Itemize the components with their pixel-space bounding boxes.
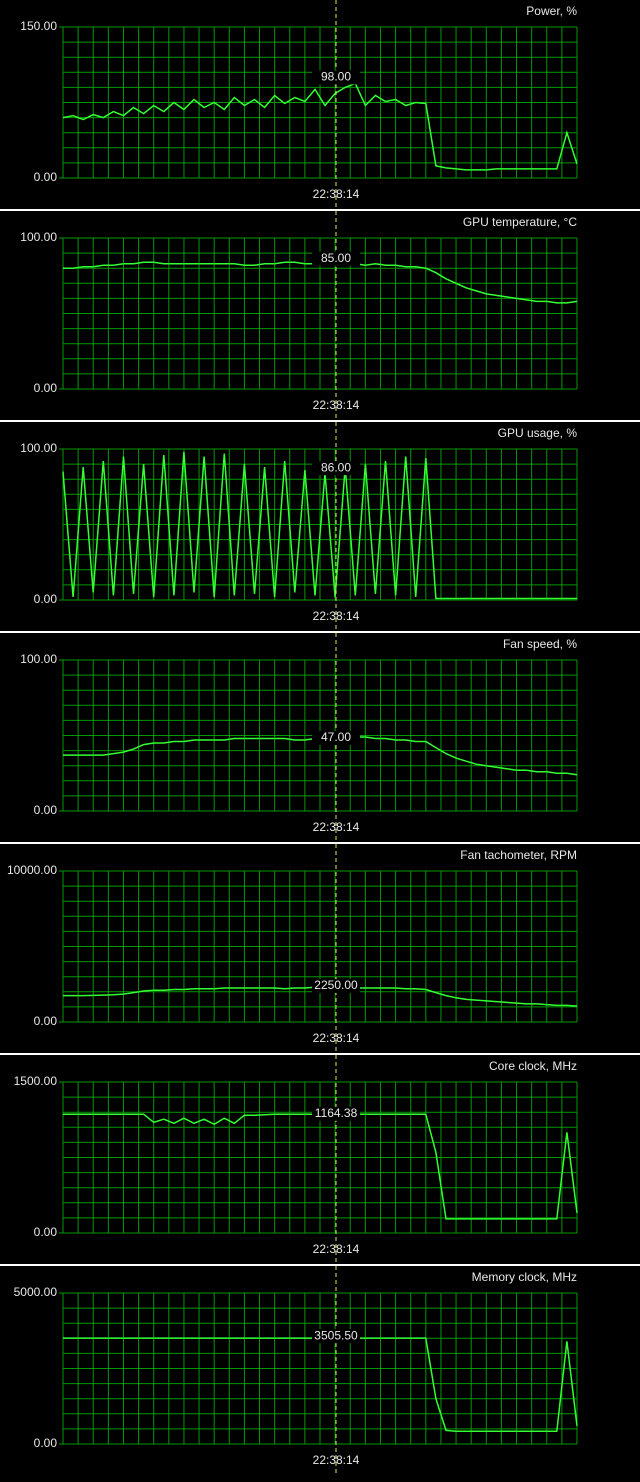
panel: 0.00 100.00 GPU temperature, °C 85.00 22:38:…	[0, 209, 640, 420]
y-tick-label: 0.00	[34, 1225, 58, 1239]
cursor-label-bg	[312, 70, 360, 85]
panel: 0.00 10000.00 Fan tachometer, RPM 2250.00 22…	[0, 842, 640, 1053]
y-tick-label: 150.00	[20, 19, 57, 33]
y-tick-label: 0.00	[34, 1436, 58, 1450]
y-tick-label: 5000.00	[14, 1285, 58, 1299]
cursor-time-label: 22:38:14	[313, 1453, 360, 1467]
cursor-value-label: 3505.50	[314, 1328, 358, 1342]
y-tick-label: 0.00	[34, 381, 58, 395]
cursor-label-bg	[312, 461, 360, 476]
panel-title: Memory clock, MHz	[472, 1270, 577, 1284]
y-tick-label: 100.00	[20, 652, 57, 666]
panel: 0.00 100.00 GPU usage, % 86.00 22:38:14	[0, 420, 640, 631]
panel-title: Fan speed, %	[503, 637, 577, 651]
cursor-value-label: 85.00	[321, 251, 351, 265]
panel-title: Fan tachometer, RPM	[460, 848, 577, 862]
cursor-time-label: 22:38:14	[313, 187, 360, 201]
cursor-value-label: 1164.38	[315, 1106, 358, 1120]
cursor-time-label: 22:38:14	[313, 609, 360, 623]
panel: 0.00 5000.00 Memory clock, MHz 3505.50 22:38…	[0, 1264, 640, 1475]
cursor-value-label: 47.00	[321, 730, 351, 744]
y-tick-label: 100.00	[20, 230, 57, 244]
panel-title: Core clock, MHz	[489, 1059, 577, 1073]
cursor-label-bg	[312, 979, 360, 994]
panel-title: GPU usage, %	[498, 426, 578, 440]
cursor-label-bg	[312, 1106, 360, 1121]
y-tick-label: 0.00	[34, 803, 58, 817]
cursor-label-bg	[312, 731, 360, 746]
cursor-label-bg	[312, 1329, 360, 1344]
panel: 0.00 1500.00 Core clock, MHz 1164.38 22:38:1…	[0, 1053, 640, 1264]
panel: 0.00 150.00 Power, % 98.00 22:38:14	[0, 0, 640, 209]
data-line	[62, 82, 578, 171]
cursor-time-label: 22:38:14	[313, 820, 360, 834]
y-tick-label: 10000.00	[7, 863, 57, 877]
cursor-value-label: 98.00	[321, 70, 351, 84]
y-tick-label: 0.00	[34, 170, 58, 184]
data-line	[62, 451, 577, 600]
y-tick-label: 0.00	[34, 1014, 58, 1028]
cursor-time-label: 22:38:14	[313, 1242, 360, 1256]
cursor-value-label: 2250.00	[314, 978, 358, 992]
cursor-time-label: 22:38:14	[313, 398, 360, 412]
cursor-value-label: 86.00	[321, 460, 351, 474]
panel: 0.00 100.00 Fan speed, % 47.00 22:38:14	[0, 631, 640, 842]
panel-title: GPU temperature, °C	[463, 215, 578, 229]
y-tick-label: 0.00	[34, 592, 58, 606]
cursor-label-bg	[312, 251, 360, 266]
cursor-time-label: 22:38:14	[313, 1031, 360, 1045]
panel-title: Power, %	[526, 4, 577, 18]
y-tick-label: 100.00	[20, 441, 57, 455]
y-tick-label: 1500.00	[14, 1074, 58, 1088]
